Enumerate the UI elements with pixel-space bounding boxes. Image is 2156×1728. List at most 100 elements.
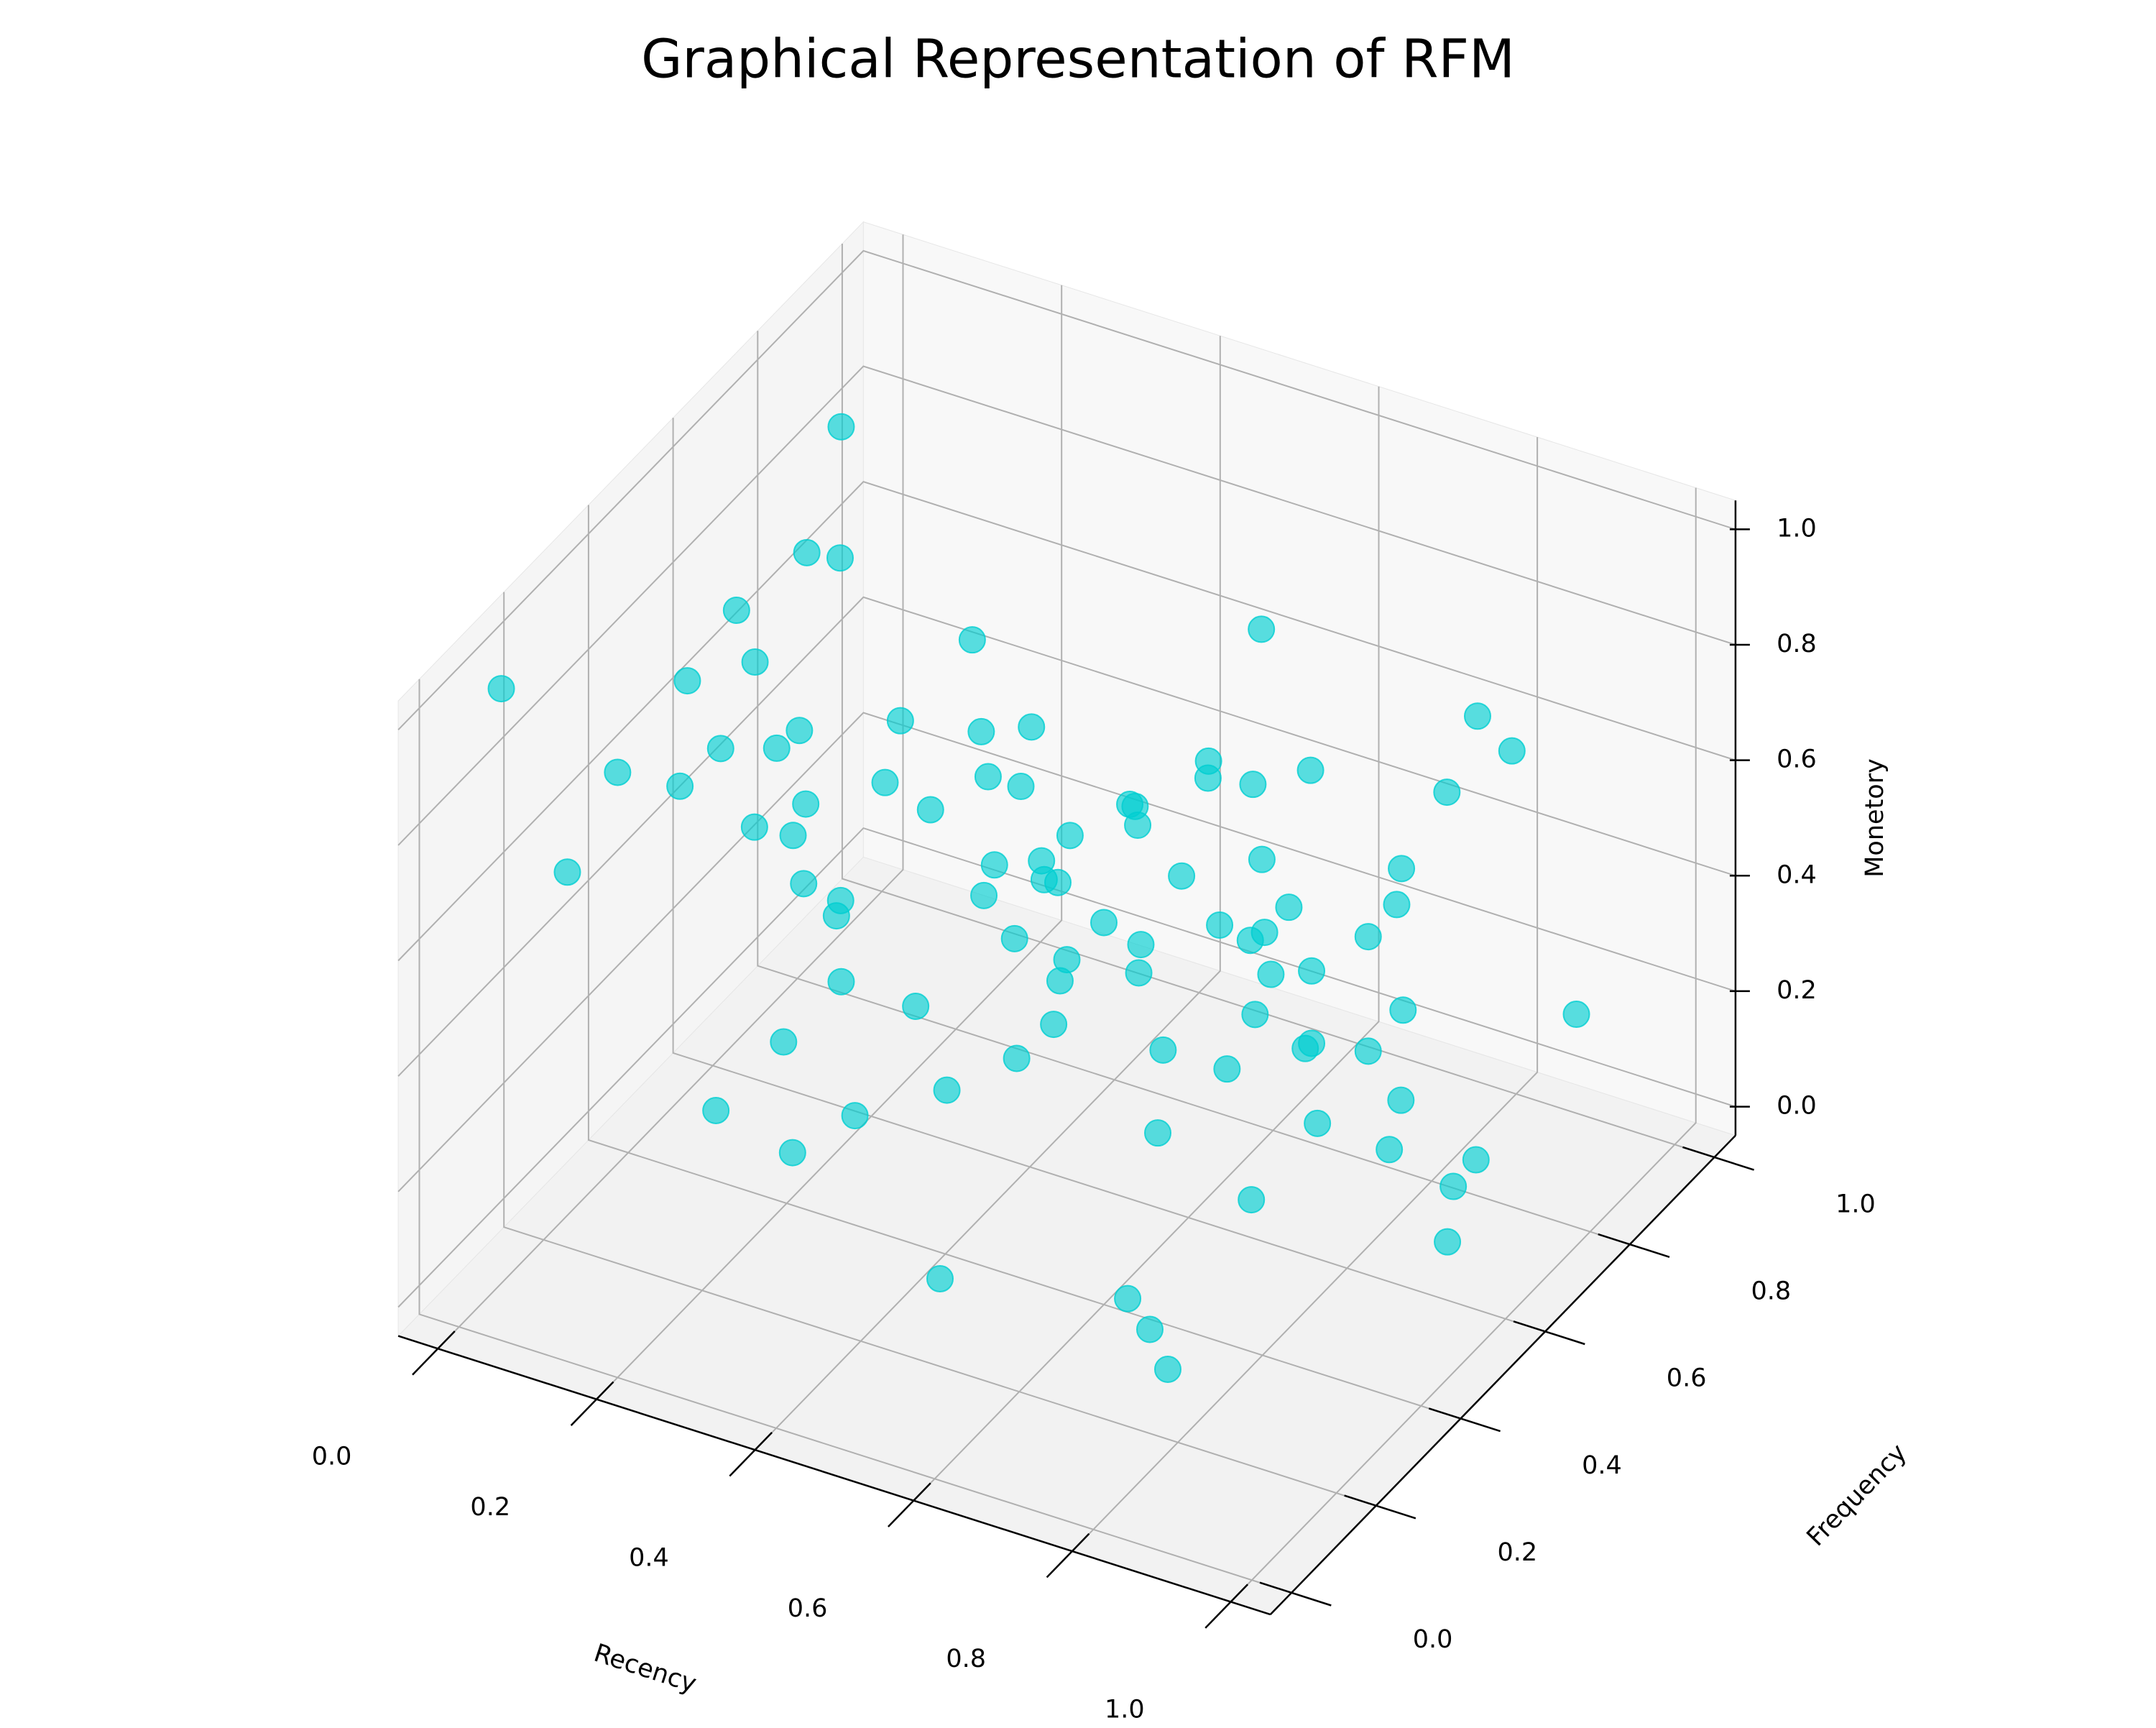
data-point — [1018, 713, 1046, 741]
z-tick-label: 0.6 — [1777, 745, 1817, 774]
data-point — [778, 1139, 806, 1167]
y-axis-label: Frequency — [1802, 1438, 1912, 1552]
data-point — [841, 1102, 869, 1130]
axis-line — [1269, 1134, 1736, 1615]
data-point — [1135, 1315, 1164, 1343]
data-point — [487, 675, 515, 703]
data-point — [1376, 1136, 1404, 1164]
data-point — [1149, 1036, 1177, 1064]
data-point — [974, 763, 1002, 791]
data-point — [1275, 893, 1303, 922]
y-tick-label: 0.0 — [1413, 1625, 1453, 1654]
data-point — [673, 667, 701, 695]
data-point — [827, 968, 855, 996]
data-point — [1298, 1029, 1326, 1057]
data-point — [1144, 1119, 1172, 1147]
data-point — [1213, 1055, 1241, 1083]
data-point — [1007, 773, 1035, 801]
x-tick-label: 0.0 — [312, 1442, 352, 1471]
z-tick-label: 1.0 — [1777, 514, 1817, 543]
grid-line — [397, 712, 1736, 1192]
data-point — [902, 992, 930, 1020]
data-point — [1498, 737, 1526, 765]
data-point — [779, 822, 807, 850]
data-point — [790, 870, 818, 898]
data-point — [740, 813, 768, 841]
data-point — [1383, 891, 1411, 919]
tick-mark — [1513, 1320, 1585, 1346]
tick-mark — [1046, 1532, 1090, 1578]
data-point — [1168, 862, 1196, 890]
x-tick-label: 0.4 — [629, 1543, 669, 1572]
grid-line — [397, 481, 1736, 962]
x-tick-label: 0.2 — [470, 1493, 510, 1522]
data-point — [793, 538, 821, 566]
data-point — [1439, 1172, 1468, 1200]
data-point — [1562, 1001, 1590, 1029]
z-tick-label: 0.0 — [1777, 1092, 1817, 1121]
grid-line — [754, 336, 1221, 1451]
data-point — [1090, 909, 1118, 937]
data-point — [1463, 702, 1491, 730]
data-point — [792, 790, 820, 818]
grid-line — [757, 331, 1631, 1246]
data-point — [1000, 924, 1028, 952]
data-point — [1194, 747, 1222, 775]
tick-mark — [1598, 1233, 1670, 1258]
chart-title: Graphical Representation of RFM — [641, 29, 1515, 91]
tick-mark — [1682, 1146, 1754, 1171]
x-tick-label: 0.8 — [946, 1645, 986, 1673]
data-point — [926, 1265, 954, 1293]
grid-line — [503, 592, 1377, 1507]
tick-mark — [1204, 1584, 1248, 1629]
data-point — [1298, 957, 1326, 985]
data-point — [553, 858, 581, 886]
data-point — [1003, 1044, 1031, 1072]
data-point — [786, 717, 814, 745]
data-point — [1116, 791, 1144, 818]
tick-mark — [888, 1482, 931, 1527]
data-point — [1125, 959, 1153, 987]
data-point — [1354, 1037, 1382, 1065]
data-point — [886, 707, 914, 735]
data-point — [1236, 927, 1264, 955]
data-point — [1434, 1228, 1462, 1256]
grid-line — [672, 418, 1546, 1333]
data-point — [741, 648, 769, 676]
grid-line — [418, 679, 1292, 1594]
data-point — [1239, 771, 1267, 799]
data-point — [1248, 845, 1276, 873]
data-point — [763, 734, 791, 762]
grid-line — [397, 249, 1736, 730]
tick-mark — [729, 1432, 773, 1477]
data-point — [1389, 996, 1417, 1024]
data-point — [958, 626, 986, 654]
tick-mark — [1344, 1494, 1416, 1520]
grid-line — [397, 827, 1736, 1308]
x-tick-label: 1.0 — [1105, 1696, 1145, 1724]
data-point — [827, 413, 855, 441]
data-point — [1127, 931, 1155, 959]
y-tick-label: 1.0 — [1835, 1190, 1876, 1218]
data-point — [1248, 615, 1276, 643]
grid-line — [437, 234, 904, 1349]
grid-line — [841, 244, 1715, 1158]
data-point — [1238, 1186, 1266, 1214]
y-tick-label: 0.4 — [1582, 1451, 1622, 1480]
tick-mark — [1428, 1407, 1501, 1433]
data-point — [1354, 923, 1382, 951]
data-point — [1387, 1086, 1415, 1114]
tick-mark — [412, 1331, 456, 1376]
data-point — [1114, 1284, 1142, 1313]
data-point — [1388, 855, 1416, 883]
data-point — [1462, 1146, 1490, 1174]
data-point — [1053, 946, 1081, 974]
data-point — [770, 1028, 798, 1056]
data-point — [1028, 847, 1056, 875]
data-point — [871, 768, 899, 796]
z-tick-label: 0.4 — [1777, 860, 1817, 889]
data-point — [1304, 1109, 1332, 1137]
tick-mark — [570, 1381, 614, 1426]
data-point — [967, 717, 995, 745]
data-point — [1206, 911, 1234, 939]
